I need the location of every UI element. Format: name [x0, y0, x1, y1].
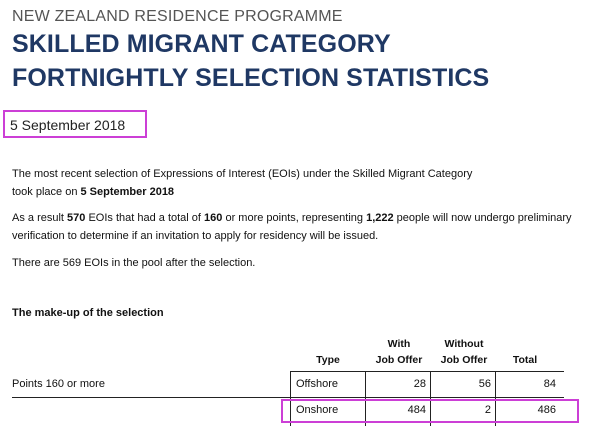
- result-mid2: or more points, representing: [222, 212, 367, 224]
- column-header-with-line-1: With: [387, 338, 411, 350]
- onshore-highlight-box: [281, 399, 579, 423]
- table-rule-top: [290, 371, 564, 372]
- table-divider-total: [495, 371, 496, 426]
- selection-table-heading: The make-up of the selection: [12, 307, 164, 319]
- table-cell-without-onshore: 2: [484, 404, 491, 416]
- table-cell-total-onshore: 486: [537, 404, 556, 416]
- table-cell-total-offshore: 84: [543, 378, 556, 390]
- table-divider-type: [290, 371, 291, 426]
- title-line-1: SKILLED MIGRANT CATEGORY: [12, 30, 391, 58]
- result-mid: EOIs that had a total of: [85, 212, 205, 224]
- result-suffix: people will now undergo preliminary: [393, 212, 572, 224]
- paragraph-selection-line-1: The most recent selection of Expressions…: [12, 168, 473, 180]
- paragraph-selection-date: 5 September 2018: [80, 186, 175, 198]
- column-header-with-line-2: Job Offer: [375, 354, 423, 366]
- table-cell-with-onshore: 484: [407, 404, 426, 416]
- table-rule-middle: [12, 397, 564, 398]
- paragraph-result-line-1: As a result 570 EOIs that had a total of…: [12, 209, 572, 227]
- result-points: 160: [204, 212, 223, 224]
- column-header-with-job-offer: With Job Offer: [368, 336, 430, 368]
- paragraph-result-line-2: verification to determine if an invitati…: [12, 230, 379, 242]
- result-people-count: 1,222: [366, 212, 394, 224]
- column-header-total: Total: [512, 354, 538, 366]
- row-label-points: Points 160 or more: [12, 378, 105, 390]
- table-divider-with: [365, 371, 366, 426]
- table-cell-type-offshore: Offshore: [296, 378, 338, 390]
- column-header-type: Type: [316, 354, 340, 366]
- programme-name: NEW ZEALAND RESIDENCE PROGRAMME: [12, 8, 343, 25]
- paragraph-selection-info: The most recent selection of Expressions…: [12, 165, 472, 201]
- result-eois-count: 570: [67, 212, 86, 224]
- column-header-without-line-1: Without: [444, 338, 484, 350]
- title-line-2: FORTNIGHTLY SELECTION STATISTICS: [12, 64, 490, 92]
- paragraph-pool-info: There are 569 EOIs in the pool after the…: [12, 257, 256, 269]
- table-cell-without-offshore: 56: [478, 378, 491, 390]
- table-divider-without: [430, 371, 431, 426]
- table-cell-with-offshore: 28: [413, 378, 426, 390]
- table-cell-type-onshore: Onshore: [296, 404, 339, 416]
- paragraph-selection-prefix: took place on: [12, 186, 81, 198]
- column-header-without-job-offer: Without Job Offer: [433, 336, 495, 368]
- paragraph-selection-line-2: took place on 5 September 2018: [12, 183, 472, 201]
- selection-date: 5 September 2018: [10, 117, 126, 133]
- date-highlight-box: [3, 110, 147, 138]
- result-prefix: As a result: [12, 212, 68, 224]
- paragraph-result-info: As a result 570 EOIs that had a total of…: [12, 209, 572, 245]
- column-header-without-line-2: Job Offer: [440, 354, 488, 366]
